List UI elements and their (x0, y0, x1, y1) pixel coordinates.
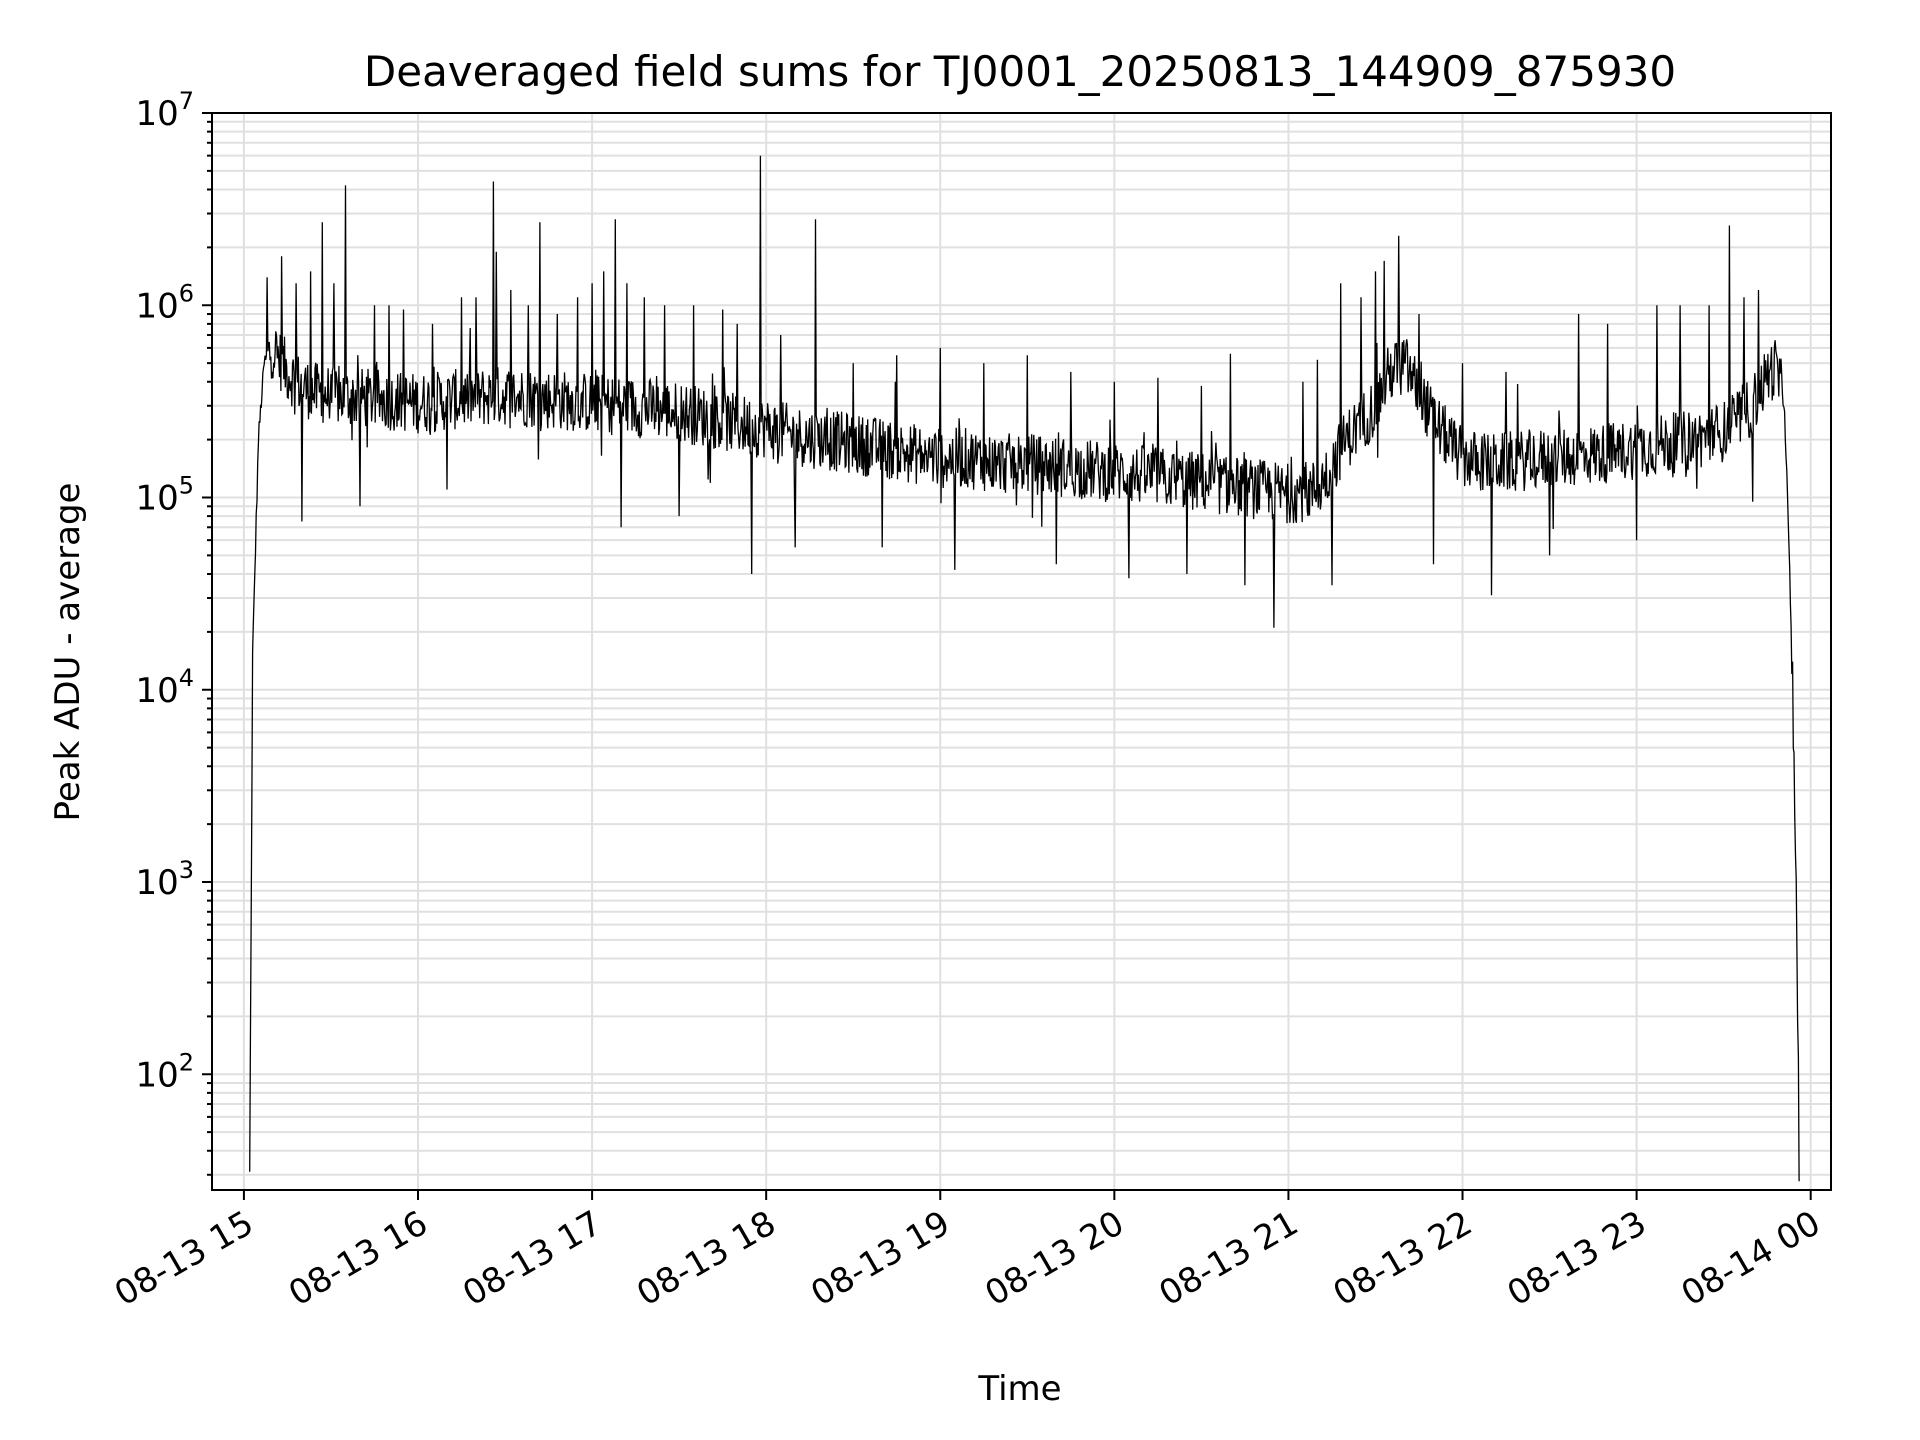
y-tick-label: 104 (135, 664, 194, 711)
plot-frame (211, 112, 1832, 1191)
y-tick-label: 103 (135, 856, 194, 903)
y-tick-label: 106 (135, 279, 194, 326)
series-line (249, 155, 1800, 1182)
chart-title: Deaveraged field sums for TJ0001_2025081… (364, 47, 1676, 96)
x-axis-title: Time (977, 1369, 1061, 1409)
y-tick-label: 102 (135, 1048, 194, 1095)
y-tick-label: 107 (135, 87, 194, 134)
grid (212, 112, 1831, 1190)
series-line-group (249, 155, 1800, 1182)
y-axis-title: Peak ADU - average (48, 483, 88, 822)
y-tick-label: 105 (135, 472, 194, 519)
